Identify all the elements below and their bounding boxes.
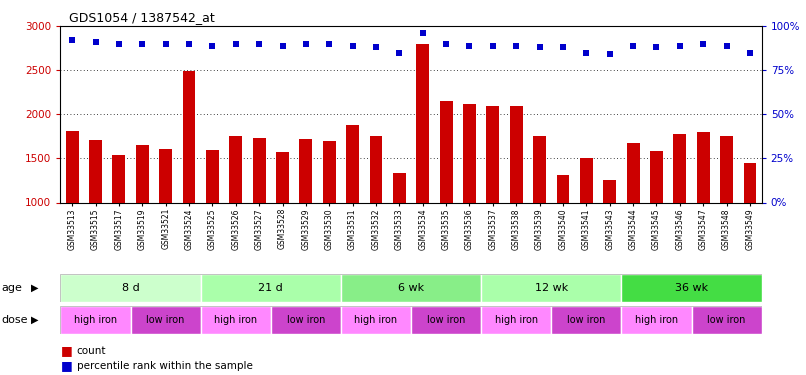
Bar bbox=[534, 136, 546, 202]
Bar bbox=[271, 306, 341, 334]
Bar bbox=[463, 104, 476, 202]
Point bbox=[673, 43, 686, 49]
Bar bbox=[276, 152, 289, 202]
Bar bbox=[744, 163, 756, 202]
Bar bbox=[341, 274, 481, 302]
Text: 6 wk: 6 wk bbox=[398, 283, 424, 293]
Point bbox=[439, 41, 452, 47]
Point bbox=[276, 43, 289, 49]
Bar bbox=[201, 306, 271, 334]
Text: percentile rank within the sample: percentile rank within the sample bbox=[77, 361, 252, 370]
Text: GDS1054 / 1387542_at: GDS1054 / 1387542_at bbox=[69, 11, 214, 24]
Point bbox=[322, 41, 335, 47]
Bar bbox=[697, 132, 709, 202]
Bar bbox=[604, 180, 616, 203]
Bar bbox=[440, 101, 452, 202]
Bar bbox=[674, 134, 686, 202]
Bar bbox=[487, 106, 499, 202]
Bar bbox=[160, 149, 172, 202]
Point bbox=[252, 41, 265, 47]
Point bbox=[89, 39, 102, 45]
Point bbox=[650, 44, 663, 50]
Text: high iron: high iron bbox=[214, 315, 257, 325]
Bar bbox=[417, 44, 429, 203]
Bar bbox=[136, 145, 148, 202]
Bar bbox=[650, 150, 663, 202]
Text: low iron: low iron bbox=[708, 315, 746, 325]
Point bbox=[533, 44, 546, 50]
Bar bbox=[393, 173, 405, 202]
Point bbox=[393, 50, 405, 56]
Text: 12 wk: 12 wk bbox=[534, 283, 568, 293]
Point bbox=[743, 50, 756, 56]
Bar bbox=[370, 136, 382, 202]
Bar bbox=[551, 306, 621, 334]
Point bbox=[135, 41, 148, 47]
Text: high iron: high iron bbox=[635, 315, 678, 325]
Bar bbox=[411, 306, 481, 334]
Text: 21 d: 21 d bbox=[259, 283, 283, 293]
Point bbox=[580, 50, 592, 56]
Text: age: age bbox=[2, 283, 23, 293]
Bar bbox=[347, 125, 359, 202]
Text: high iron: high iron bbox=[355, 315, 397, 325]
Bar bbox=[323, 141, 335, 202]
Text: ■: ■ bbox=[60, 359, 73, 372]
Bar bbox=[627, 142, 639, 202]
Bar bbox=[300, 139, 312, 202]
Text: ▶: ▶ bbox=[31, 283, 38, 293]
Bar bbox=[481, 274, 621, 302]
Text: high iron: high iron bbox=[74, 315, 117, 325]
Point bbox=[416, 30, 429, 36]
Bar bbox=[557, 175, 569, 202]
Text: ▶: ▶ bbox=[31, 315, 38, 325]
Bar bbox=[66, 131, 78, 203]
Bar bbox=[183, 71, 195, 202]
Text: low iron: low iron bbox=[287, 315, 325, 325]
Bar bbox=[89, 140, 102, 202]
Bar bbox=[692, 306, 762, 334]
Bar bbox=[721, 135, 733, 202]
Bar bbox=[621, 274, 762, 302]
Bar bbox=[131, 306, 201, 334]
Point bbox=[556, 44, 569, 50]
Point bbox=[626, 43, 639, 49]
Point bbox=[65, 38, 78, 44]
Point bbox=[603, 51, 616, 57]
Point bbox=[486, 43, 499, 49]
Text: dose: dose bbox=[2, 315, 28, 325]
Text: count: count bbox=[77, 346, 106, 355]
Bar bbox=[580, 158, 592, 203]
Point bbox=[720, 43, 733, 49]
Text: 36 wk: 36 wk bbox=[675, 283, 708, 293]
Text: low iron: low iron bbox=[567, 315, 605, 325]
Text: high iron: high iron bbox=[495, 315, 538, 325]
Point bbox=[369, 44, 382, 50]
Bar bbox=[60, 306, 131, 334]
Bar bbox=[113, 155, 125, 203]
Point bbox=[696, 41, 709, 47]
Point bbox=[112, 41, 125, 47]
Bar bbox=[206, 150, 218, 202]
Text: low iron: low iron bbox=[147, 315, 185, 325]
Text: low iron: low iron bbox=[427, 315, 465, 325]
Bar bbox=[481, 306, 551, 334]
Point bbox=[159, 41, 172, 47]
Bar bbox=[621, 306, 692, 334]
Bar bbox=[60, 274, 201, 302]
Point bbox=[229, 41, 242, 47]
Point bbox=[509, 43, 522, 49]
Bar bbox=[253, 138, 265, 202]
Point bbox=[463, 43, 476, 49]
Bar bbox=[341, 306, 411, 334]
Point bbox=[346, 43, 359, 49]
Point bbox=[182, 41, 195, 47]
Point bbox=[206, 43, 218, 49]
Bar bbox=[230, 136, 242, 202]
Bar bbox=[201, 274, 341, 302]
Bar bbox=[510, 106, 522, 202]
Point bbox=[299, 41, 312, 47]
Text: ■: ■ bbox=[60, 344, 73, 357]
Text: 8 d: 8 d bbox=[122, 283, 139, 293]
